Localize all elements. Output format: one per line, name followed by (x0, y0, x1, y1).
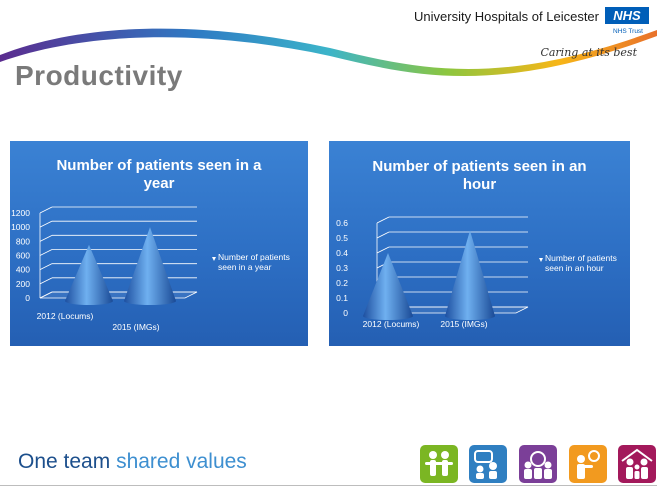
organization-name: University Hospitals of Leicester (414, 9, 599, 24)
grid-line (376, 246, 390, 254)
legend-marker (539, 258, 543, 262)
grid-line (39, 263, 53, 271)
x-category-label: 2015 (IMGs) (112, 322, 159, 332)
chart-title-line: year (143, 175, 175, 192)
y-tick-label: 1200 (11, 208, 30, 218)
team-people-icon (420, 445, 458, 483)
chart-plot-year: 0 200 400 600 800 1000 1200 2012 (Locums) 2015 (… (11, 206, 290, 332)
x-category-label: 2012 (Locums) (363, 319, 420, 329)
page-title: Productivity (15, 60, 183, 91)
header-swoosh (0, 28, 657, 77)
cone-bar (124, 227, 176, 305)
footer-slogan-part1: One team (18, 450, 117, 473)
y-tick-label: 0 (25, 293, 30, 303)
idea-lightbulb-icon (569, 445, 607, 483)
y-tick-label: 0.2 (336, 278, 348, 288)
cone-bar (65, 244, 113, 305)
trust-name: NHS Trust (613, 28, 643, 35)
legend-label: seen in a year (218, 262, 272, 272)
chart-title: Number of patients seen in a year (10, 157, 308, 193)
cone-bar (445, 230, 495, 320)
y-tick-label: 400 (16, 265, 30, 275)
y-tick-label: 0.6 (336, 218, 348, 228)
footer-slogan: One team shared values (18, 450, 247, 474)
tagline: Caring at its best (540, 46, 637, 59)
grid-line (376, 231, 390, 239)
grid-line (39, 220, 53, 228)
grid-line (39, 249, 53, 256)
y-tick-label: 0.4 (336, 248, 348, 258)
chart-title-line: Number of patients seen in an (372, 158, 587, 175)
y-tick-label: 600 (16, 251, 30, 261)
conversation-icon (469, 445, 507, 483)
footer-slogan-part2: shared values (116, 450, 247, 473)
family-icon (618, 445, 656, 483)
chart-title-line: Number of patients seen in a (56, 157, 262, 174)
y-tick-label: 800 (16, 236, 30, 246)
x-category-label: 2015 (IMGs) (440, 319, 487, 329)
x-category-label: 2012 (Locums) (37, 311, 94, 321)
y-tick-label: 0.3 (336, 263, 348, 273)
grid-line (39, 234, 53, 242)
y-tick-label: 200 (16, 279, 30, 289)
grid-line (39, 277, 53, 285)
legend-marker (212, 257, 216, 261)
y-tick-label: 0.1 (336, 293, 348, 303)
legend-label: Number of patients (545, 253, 617, 263)
legend-label: Number of patients (218, 252, 290, 262)
legend-label: seen in an hour (545, 263, 604, 273)
y-tick-label: 0.5 (336, 233, 348, 243)
cone-bar (363, 253, 413, 320)
y-tick-label: 1000 (11, 222, 30, 232)
chart-plot-hour: 0 0.1 0.2 0.3 0.4 0.5 0.6 2012 (Locums) 2015 (IM… (336, 216, 617, 329)
chart-title: Number of patients seen in an hour (329, 158, 630, 194)
grid-line (39, 291, 53, 299)
grid-line (39, 206, 53, 214)
footer-divider (0, 485, 657, 486)
group-circle-icon (519, 445, 557, 483)
chart-panel-year: Number of patients seen in a year 0 200 40… (10, 141, 308, 346)
grid-line (376, 216, 390, 224)
nhs-logo: NHS (605, 7, 649, 24)
y-tick-label: 0 (343, 308, 348, 318)
chart-title-line: hour (462, 176, 497, 193)
chart-panel-hour: Number of patients seen in an hour 0 0.1 0… (329, 141, 630, 346)
